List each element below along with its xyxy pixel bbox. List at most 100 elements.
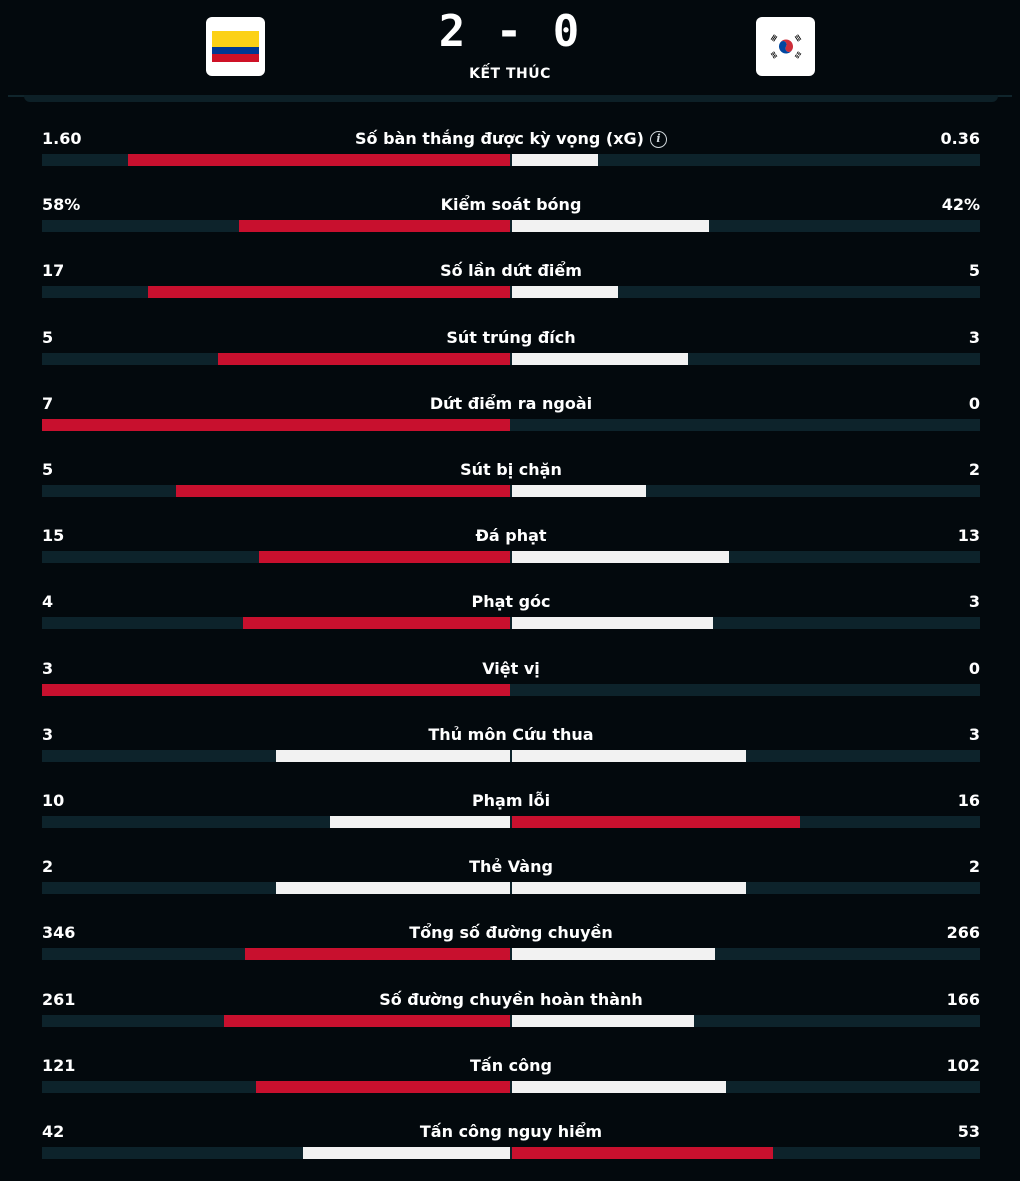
away-stat-bar <box>512 353 688 365</box>
stat-label-text: Việt vị <box>482 659 540 678</box>
match-header: 2 - 0 KẾT THÚC <box>0 0 1020 102</box>
stat-comparison-bar <box>42 750 980 762</box>
home-stat-bar <box>223 1015 510 1027</box>
away-stat-value: 42% <box>941 195 980 214</box>
away-stat-bar <box>512 750 746 762</box>
away-stat-value: 13 <box>957 526 980 545</box>
away-stat-value: 2 <box>968 857 980 876</box>
stat-row: 15 Đá phạt 13 <box>42 525 980 569</box>
home-stat-bar <box>42 419 510 431</box>
stat-label-text: Số bàn thắng được kỳ vọng (xG) <box>355 129 644 148</box>
stat-comparison-bar <box>42 419 980 431</box>
stat-comparison-bar <box>42 882 980 894</box>
stat-label: Tấn công nguy hiểm <box>192 1121 830 1143</box>
stat-comparison-bar <box>42 948 980 960</box>
away-stat-value: 53 <box>957 1122 980 1141</box>
stat-comparison-bar <box>42 684 980 696</box>
stat-label: Phạt góc <box>192 591 830 613</box>
stat-label-text: Phạt góc <box>471 592 551 611</box>
stat-row: 261 Số đường chuyền hoàn thành 166 <box>42 989 980 1033</box>
stat-comparison-bar <box>42 485 980 497</box>
stat-label-text: Tổng số đường chuyền <box>409 923 613 942</box>
stat-label: Kiểm soát bóng <box>192 194 830 216</box>
home-stat-bar <box>303 1147 510 1159</box>
south-korea-flag-icon <box>762 31 809 62</box>
home-stat-bar <box>175 485 510 497</box>
home-stat-value: 7 <box>42 394 54 413</box>
away-stat-value: 5 <box>968 261 980 280</box>
home-stat-value: 3 <box>42 725 54 744</box>
stat-row: 5 Sút bị chặn 2 <box>42 459 980 503</box>
stat-label: Thẻ Vàng <box>192 856 830 878</box>
home-stat-value: 17 <box>42 261 65 280</box>
home-stat-bar <box>42 684 510 696</box>
away-stat-bar <box>512 1015 694 1027</box>
home-stat-bar <box>217 353 510 365</box>
away-stat-bar <box>512 551 730 563</box>
away-stat-bar <box>512 948 716 960</box>
stat-comparison-bar <box>42 816 980 828</box>
home-stat-value: 261 <box>42 990 76 1009</box>
home-team-flag[interactable] <box>206 17 265 76</box>
stat-label-text: Đá phạt <box>475 526 547 545</box>
stat-row: 42 Tấn công nguy hiểm 53 <box>42 1121 980 1165</box>
away-stat-value: 166 <box>946 990 980 1009</box>
away-team-flag[interactable] <box>756 17 815 76</box>
away-stat-value: 0.36 <box>940 129 980 148</box>
stat-row: 346 Tổng số đường chuyền 266 <box>42 922 980 966</box>
stat-label: Sút trúng đích <box>192 327 830 349</box>
away-stat-bar <box>512 220 709 232</box>
stat-row: 121 Tấn công 102 <box>42 1055 980 1099</box>
stat-comparison-bar <box>42 1147 980 1159</box>
stat-row: 3 Thủ môn Cứu thua 3 <box>42 724 980 768</box>
away-stat-value: 3 <box>968 725 980 744</box>
stat-label-text: Phạm lỗi <box>471 791 551 810</box>
stat-row: 1.60 Số bàn thắng được kỳ vọng (xG) i 0.36 <box>42 128 980 172</box>
home-stat-value: 346 <box>42 923 76 942</box>
home-stat-bar <box>242 617 510 629</box>
stat-label-text: Số đường chuyền hoàn thành <box>379 990 643 1009</box>
home-stat-value: 15 <box>42 526 65 545</box>
home-stat-bar <box>127 154 510 166</box>
match-score: 2 - 0 <box>410 6 610 58</box>
stat-label-text: Dứt điểm ra ngoài <box>429 394 593 413</box>
stat-row: 2 Thẻ Vàng 2 <box>42 856 980 900</box>
home-stat-value: 5 <box>42 460 54 479</box>
home-stat-bar <box>259 551 510 563</box>
stat-comparison-bar <box>42 353 980 365</box>
info-icon[interactable]: i <box>650 130 667 148</box>
home-stat-bar <box>256 1081 510 1093</box>
stat-label-text: Sút bị chặn <box>460 460 562 479</box>
stat-comparison-bar <box>42 617 980 629</box>
stat-label-text: Kiểm soát bóng <box>440 195 582 214</box>
stat-comparison-bar <box>42 220 980 232</box>
stat-label: Số lần dứt điểm <box>192 260 830 282</box>
away-score: 0 <box>552 6 582 57</box>
away-stat-bar <box>512 617 713 629</box>
stat-comparison-bar <box>42 1081 980 1093</box>
stat-label: Phạm lỗi <box>192 790 830 812</box>
away-stat-value: 266 <box>946 923 980 942</box>
stat-label: Số đường chuyền hoàn thành <box>192 989 830 1011</box>
stat-row: 7 Dứt điểm ra ngoài 0 <box>42 393 980 437</box>
away-stat-bar <box>512 154 598 166</box>
home-stat-value: 10 <box>42 791 65 810</box>
header-shelf <box>24 95 998 102</box>
away-stat-value: 16 <box>957 791 980 810</box>
stat-row: 10 Phạm lỗi 16 <box>42 790 980 834</box>
home-stat-value: 2 <box>42 857 54 876</box>
away-stat-value: 3 <box>968 592 980 611</box>
stat-label-text: Thẻ Vàng <box>469 857 553 876</box>
match-status: KẾT THÚC <box>469 66 551 82</box>
home-stat-bar <box>276 882 510 894</box>
home-stat-value: 58% <box>42 195 81 214</box>
away-stat-bar <box>512 1081 727 1093</box>
stat-row: 5 Sút trúng đích 3 <box>42 327 980 371</box>
stat-label-text: Thủ môn Cứu thua <box>428 725 594 744</box>
away-stat-value: 3 <box>968 328 980 347</box>
stat-row: 3 Việt vị 0 <box>42 658 980 702</box>
home-stat-bar <box>245 948 510 960</box>
home-stat-value: 3 <box>42 659 54 678</box>
stat-label: Việt vị <box>192 658 830 680</box>
